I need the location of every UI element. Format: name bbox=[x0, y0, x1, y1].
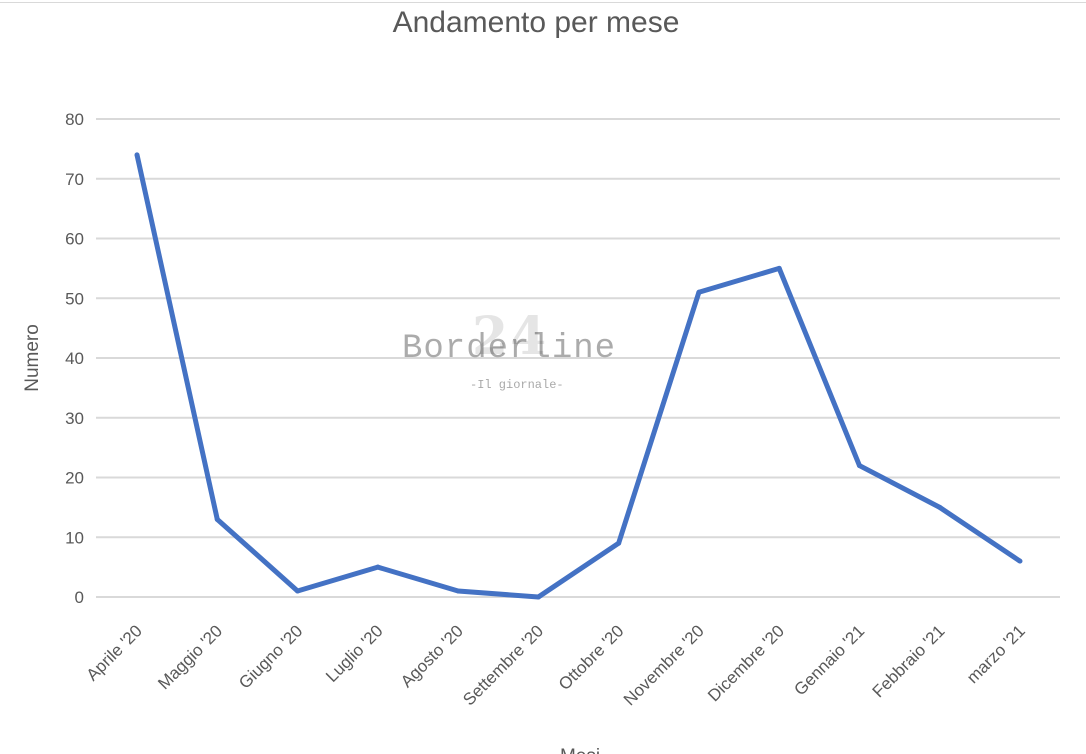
y-tick-label: 10 bbox=[65, 528, 84, 547]
y-tick-label: 80 bbox=[65, 110, 84, 129]
x-tick-label: Novembre '20 bbox=[620, 621, 708, 709]
series-layer bbox=[134, 152, 1023, 600]
data-point bbox=[535, 594, 541, 600]
data-point bbox=[856, 463, 862, 469]
x-tick-label: Dicembre '20 bbox=[704, 621, 788, 705]
y-axis-label: Numero bbox=[22, 324, 43, 392]
y-tick-label: 30 bbox=[65, 409, 84, 428]
data-point bbox=[696, 289, 702, 295]
x-tick-label: Febbraio '21 bbox=[869, 621, 949, 701]
x-tick-label: Giugno '20 bbox=[235, 621, 306, 692]
x-tick-label: Maggio '20 bbox=[154, 621, 226, 693]
x-tick-label: marzo '21 bbox=[963, 621, 1029, 687]
data-point bbox=[616, 540, 622, 546]
y-tick-label: 50 bbox=[65, 289, 84, 308]
data-point bbox=[375, 564, 381, 570]
x-tick-label: Luglio '20 bbox=[322, 621, 387, 686]
x-tick-label: Aprile '20 bbox=[83, 621, 146, 684]
y-tick-label: 20 bbox=[65, 469, 84, 488]
x-tick-label: Agosto '20 bbox=[397, 621, 467, 691]
x-axis-label: Mesi bbox=[560, 746, 600, 754]
chart-title: Andamento per mese bbox=[392, 6, 680, 39]
data-point bbox=[776, 265, 782, 271]
series-line bbox=[134, 154, 1022, 600]
y-tick-label: 70 bbox=[65, 170, 84, 189]
x-axis-ticks: Aprile '20 Maggio '20 Giugno '20 Luglio '20… bbox=[83, 621, 1029, 709]
y-tick-label: 60 bbox=[65, 230, 84, 249]
gridlines bbox=[96, 118, 1060, 598]
y-axis-ticks: 0 10 20 30 40 50 60 70 80 bbox=[65, 110, 84, 607]
data-point bbox=[455, 588, 461, 594]
x-tick-label: Ottobre '20 bbox=[555, 621, 628, 694]
data-point bbox=[214, 516, 220, 522]
y-tick-label: 0 bbox=[75, 588, 84, 607]
data-point bbox=[295, 588, 301, 594]
data-point bbox=[937, 504, 943, 510]
x-tick-label: Gennaio '21 bbox=[790, 621, 868, 699]
x-tick-label: Settembre '20 bbox=[459, 621, 547, 709]
y-tick-label: 40 bbox=[65, 349, 84, 368]
top-frame-border bbox=[0, 2, 1086, 3]
data-point bbox=[1017, 558, 1023, 564]
data-point bbox=[134, 152, 140, 158]
